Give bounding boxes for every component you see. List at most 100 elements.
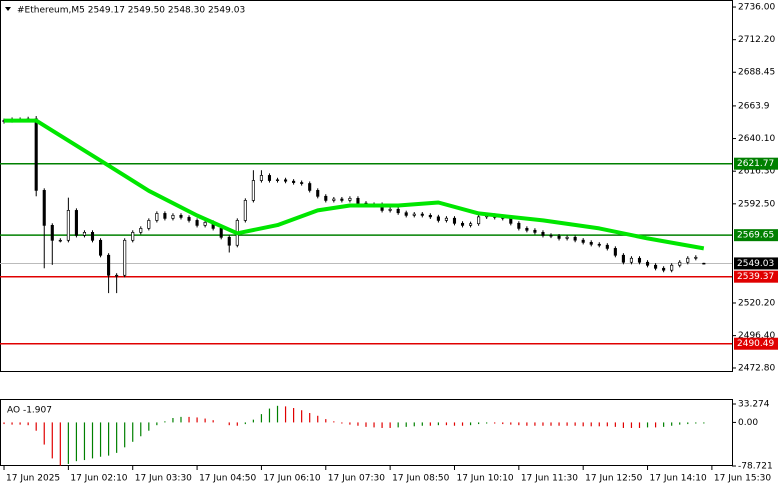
last-price-label: 2549.03	[737, 259, 774, 269]
candle-body	[179, 214, 183, 218]
candle-body	[171, 214, 175, 219]
x-tick-label: 17 Jun 10:10	[456, 474, 513, 484]
candle-body	[115, 274, 119, 277]
moving-average	[4, 118, 705, 251]
x-tick-label: 17 Jun 07:30	[328, 474, 385, 484]
candle-body	[107, 254, 111, 276]
candle-body	[581, 239, 585, 243]
candle-body	[131, 232, 135, 241]
ao-label: AO -1.907	[7, 406, 52, 416]
candle-body	[139, 228, 143, 233]
candle-body	[517, 222, 521, 229]
price-panel	[0, 0, 733, 372]
x-tick-label: 17 Jun 11:30	[521, 474, 578, 484]
candle-body	[597, 243, 601, 246]
candle-body	[284, 179, 288, 182]
candle-body	[637, 257, 642, 263]
y-tick-label: 2472.80	[738, 363, 775, 373]
candle-body	[42, 190, 46, 226]
candle-body	[219, 228, 223, 238]
candle-body	[147, 220, 151, 229]
candle-body	[549, 235, 553, 237]
candle-body	[34, 118, 38, 191]
y-tick-label: 2592.50	[738, 199, 775, 209]
y-tick-label: 33.274	[738, 400, 770, 410]
y-tick-label: 0.00	[738, 418, 758, 428]
candle-body	[90, 232, 95, 241]
ao-panel	[0, 399, 733, 466]
y-tick-label: 2640.10	[738, 134, 775, 144]
candle-body	[702, 262, 706, 265]
candle-body	[412, 213, 416, 216]
candle-body	[300, 182, 304, 184]
candle-body	[509, 218, 513, 224]
candle-body	[420, 213, 424, 216]
x-tick-label: 17 Jun 02:10	[70, 474, 127, 484]
level-label: 2569.65	[737, 231, 774, 241]
x-tick-label: 17 Jun 08:50	[392, 474, 449, 484]
level-label-bg	[734, 270, 778, 283]
candle-body	[404, 212, 408, 216]
candle-body	[243, 200, 247, 221]
candle-body	[251, 180, 255, 201]
candle-body	[654, 264, 658, 269]
level-label: 2539.37	[737, 272, 774, 282]
candle-body	[195, 220, 199, 226]
candle-body	[629, 257, 634, 263]
candle-body	[292, 180, 296, 183]
candle-body	[259, 175, 263, 181]
candle-body	[155, 213, 159, 221]
candle-body	[605, 244, 609, 249]
x-tick-label: 17 Jun 12:50	[585, 474, 642, 484]
candle-body	[267, 175, 272, 181]
y-tick-label: 2496.40	[738, 331, 775, 341]
candle-body	[308, 183, 312, 191]
candle-body	[436, 216, 440, 221]
y-tick-label: 2736.00	[738, 3, 775, 13]
candle-body	[58, 239, 62, 242]
level-label-bg	[734, 337, 778, 350]
candle-body	[525, 228, 529, 231]
candle-body	[613, 248, 617, 256]
candle-body	[589, 242, 593, 245]
candle-body	[621, 254, 625, 263]
menu-arrow	[5, 7, 11, 11]
candle-body	[645, 261, 650, 266]
candle-body	[332, 198, 336, 201]
candle-body	[275, 179, 280, 181]
y-tick-label: 2616.30	[738, 167, 775, 177]
candle-body	[203, 221, 207, 226]
candle-body	[74, 210, 78, 236]
candle-body	[573, 236, 577, 241]
candle-body	[477, 216, 481, 225]
candle-body	[557, 235, 561, 239]
x-tick-label: 17 Jun 04:50	[199, 474, 256, 484]
candle-body	[678, 261, 682, 266]
y-tick-label: -78.721	[738, 462, 773, 472]
candle-body	[98, 239, 103, 256]
candle-body	[163, 213, 167, 219]
level-label: 2490.49	[737, 339, 774, 349]
candle-body	[452, 217, 457, 224]
x-tick-label: 17 Jun 15:30	[714, 474, 771, 484]
candle-body	[356, 197, 360, 204]
candle-body	[686, 257, 690, 263]
level-label: 2621.77	[737, 159, 774, 169]
x-tick-label: 17 Jun 03:30	[135, 474, 192, 484]
candle-body	[541, 232, 545, 236]
candle-body	[428, 214, 432, 218]
candle-body	[316, 190, 320, 197]
level-label-bg	[734, 229, 778, 242]
candle-body	[469, 223, 473, 226]
y-tick-label: 2520.20	[738, 298, 775, 308]
candle-body	[444, 217, 448, 221]
y-tick-label: 2663.9	[738, 101, 770, 111]
candle-body	[388, 208, 392, 211]
candle-body	[187, 217, 191, 221]
candle-body	[324, 195, 328, 201]
x-tick-label: 17 Jun 2025	[6, 474, 60, 484]
candle-body	[82, 232, 87, 236]
candle-body	[460, 222, 465, 226]
candle-body	[694, 256, 698, 259]
